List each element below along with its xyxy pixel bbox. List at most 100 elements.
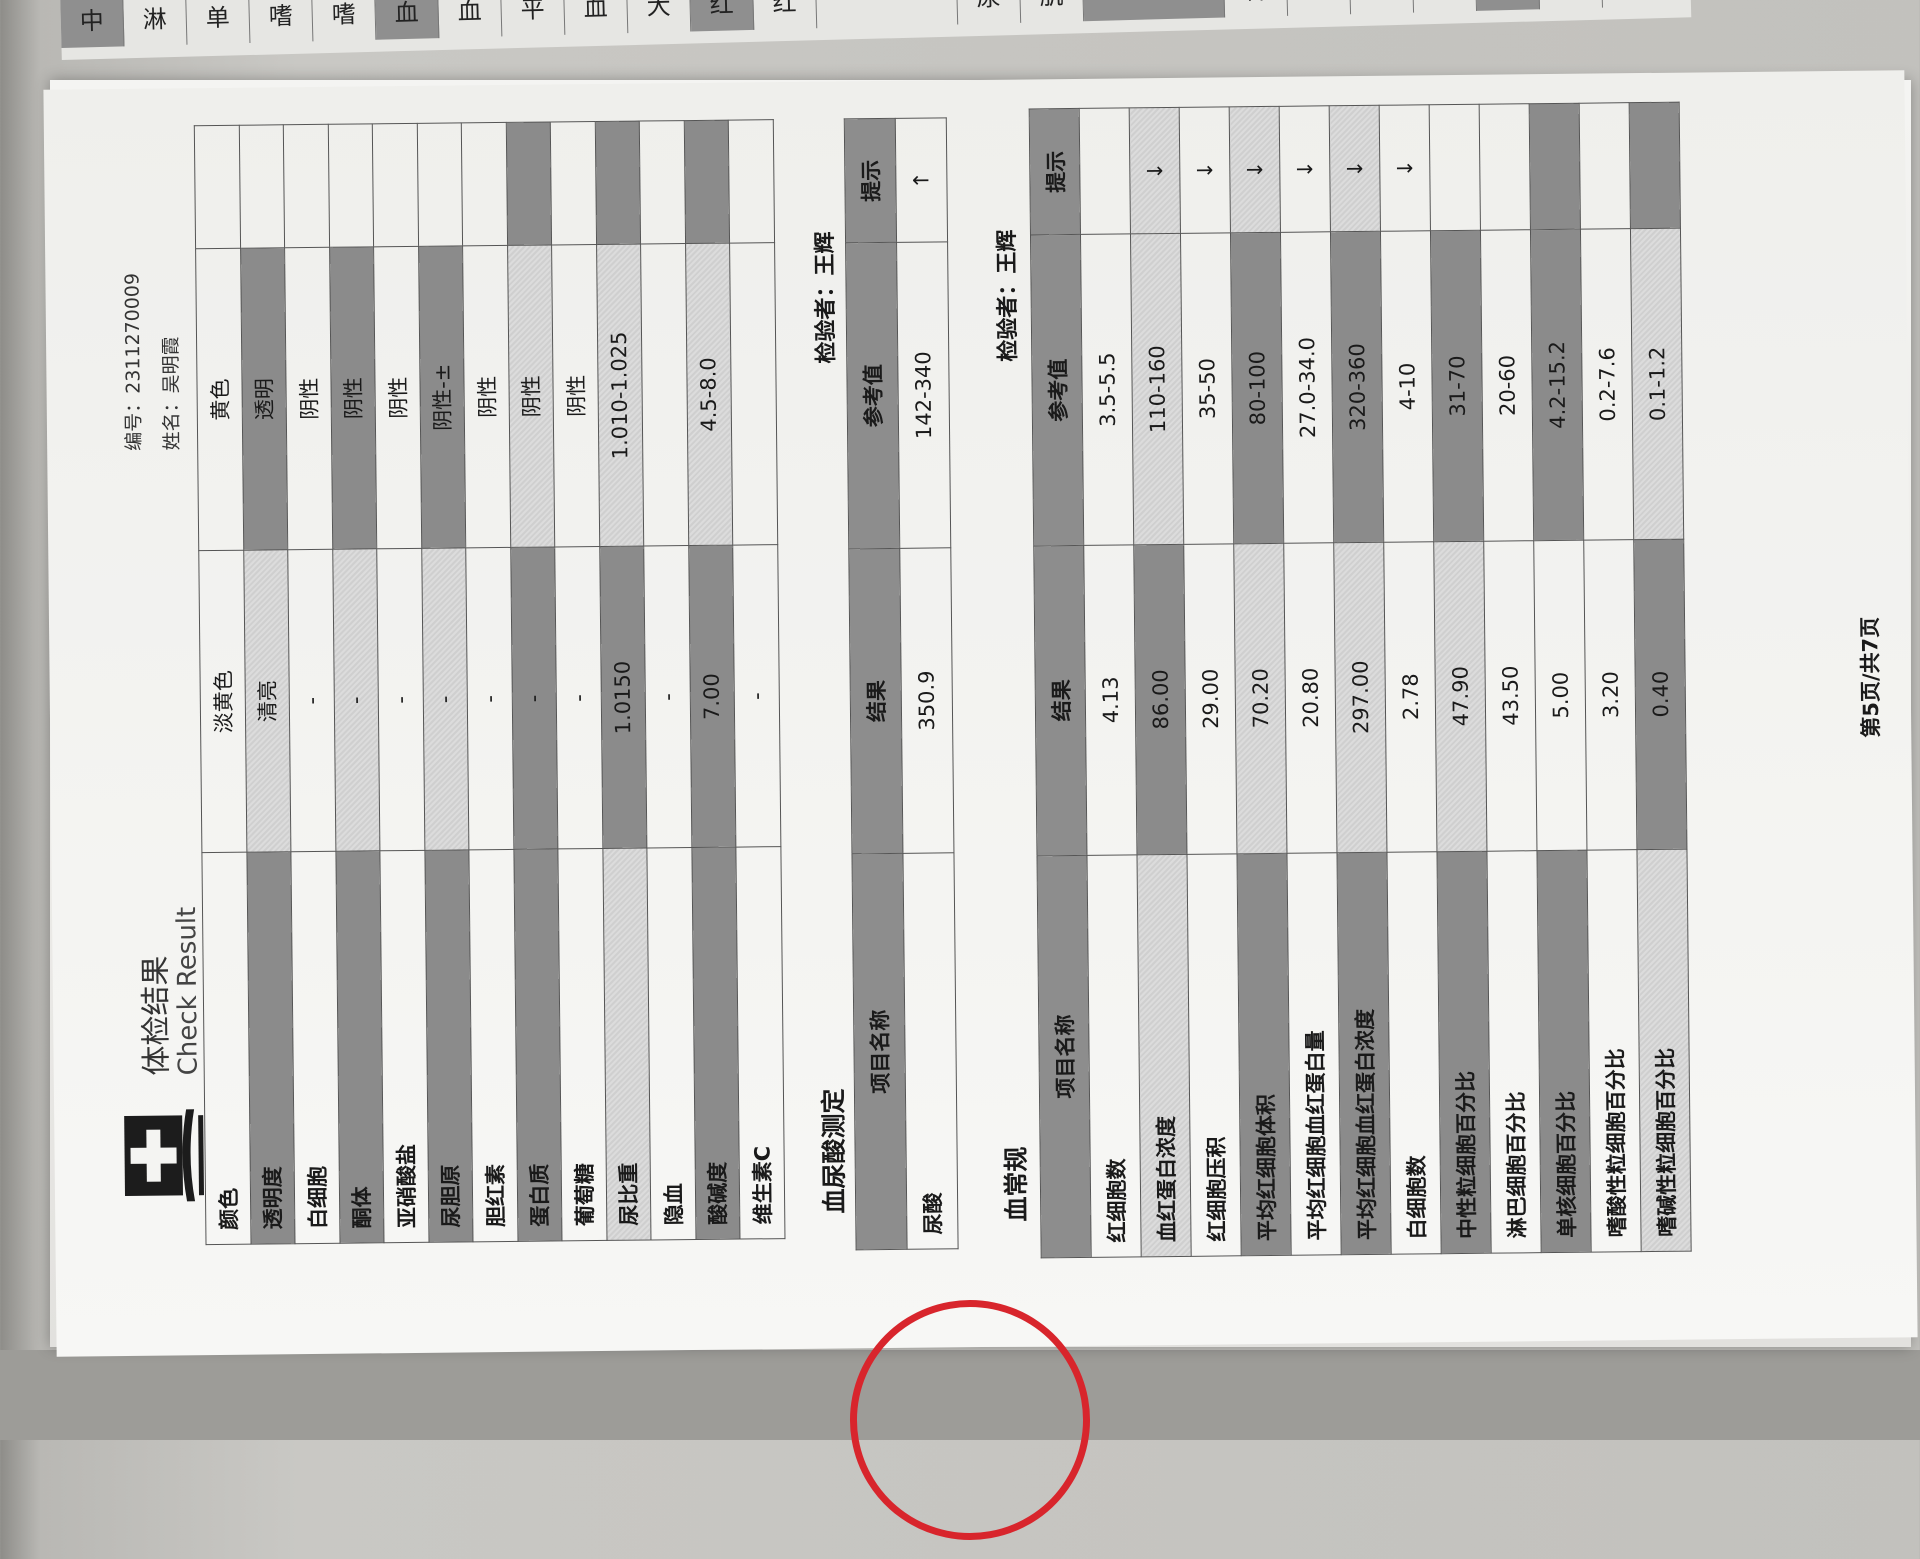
report-id: 编号：2311270009 bbox=[117, 273, 146, 451]
cell-ref: 透明 bbox=[240, 247, 288, 551]
cell-result: - bbox=[554, 546, 603, 850]
column-header: 提示 bbox=[1029, 108, 1081, 236]
cell-hint bbox=[238, 124, 285, 249]
column-header: 结果 bbox=[1033, 545, 1087, 856]
cell-result: - bbox=[376, 548, 425, 852]
cell-result: 7.00 bbox=[688, 545, 736, 848]
cell-name: 平均红细胞体积 bbox=[1236, 853, 1292, 1256]
patient-name-label: 姓名： bbox=[160, 393, 184, 451]
cell-hint: ↑ bbox=[895, 117, 948, 243]
previous-page-cell: 谷 bbox=[1223, 0, 1289, 18]
cell-name: 隐血 bbox=[646, 847, 696, 1240]
cell-name: 透明度 bbox=[246, 852, 296, 1245]
cell-result: - bbox=[332, 549, 380, 852]
table-row: 尿酸 350.9 142-340 ↑ bbox=[895, 117, 959, 1250]
cell-result: 29.00 bbox=[1183, 543, 1237, 855]
cell-ref: 1.010-1.025 bbox=[596, 244, 644, 547]
cell-hint bbox=[194, 125, 241, 249]
cell-hint: ↓ bbox=[1379, 104, 1431, 232]
cell-name: 白细胞数 bbox=[1386, 851, 1442, 1255]
cell-name: 酸碱度 bbox=[691, 847, 740, 1240]
cell-ref bbox=[640, 243, 689, 547]
cell-ref: 80-100 bbox=[1230, 232, 1284, 544]
cell-name: 单核细胞百分比 bbox=[1536, 850, 1592, 1253]
table-surface bbox=[0, 1350, 1920, 1440]
cell-result: 47.90 bbox=[1433, 540, 1487, 852]
hospital-cross-logo-icon bbox=[124, 1109, 205, 1202]
report-page: 体检结果 Check Result 编号：2311270009 姓名：吴明霞 颜… bbox=[43, 70, 1918, 1357]
cell-result: - bbox=[465, 547, 514, 851]
cell-name: 红细胞压积 bbox=[1186, 853, 1242, 1257]
cell-result: 70.20 bbox=[1233, 542, 1287, 854]
cell-ref: 阴性 bbox=[373, 246, 422, 550]
previous-page-cell: 血 bbox=[374, 0, 440, 40]
cell-name: 葡萄糖 bbox=[557, 848, 607, 1241]
cell-name: 尿胆原 bbox=[424, 850, 474, 1243]
cell-hint bbox=[1629, 102, 1681, 230]
cell-ref: 阴性 bbox=[551, 244, 600, 548]
uric-acid-section-title: 血尿酸测定 bbox=[818, 1088, 850, 1214]
cell-result: - bbox=[732, 544, 781, 848]
cell-ref: 3.5-5.5 bbox=[1080, 234, 1134, 546]
previous-page-cell: 甲 bbox=[1475, 0, 1541, 11]
cell-name: 亚硝酸盐 bbox=[379, 850, 429, 1243]
blood-routine-table: 项目名称 结果 参考值 提示 红细胞数 4.13 3.5-5.5 血红蛋白浓度 86.00 110… bbox=[1029, 102, 1692, 1259]
cell-hint: ↓ bbox=[1229, 106, 1281, 234]
cell-hint: ↓ bbox=[1279, 105, 1331, 233]
cell-ref: 35-50 bbox=[1180, 233, 1234, 544]
column-header: 项目名称 bbox=[1036, 855, 1092, 1258]
previous-page-cell: 淋 bbox=[122, 0, 188, 47]
previous-page-cell bbox=[1082, 0, 1226, 22]
cell-hint bbox=[683, 120, 730, 244]
cell-hint bbox=[594, 121, 641, 245]
cell-result: - bbox=[643, 545, 692, 849]
cell-name: 平均红细胞血红蛋白量 bbox=[1286, 852, 1342, 1256]
report-id-label: 编号： bbox=[122, 393, 146, 451]
previous-page-cell: 单 bbox=[185, 0, 251, 45]
cell-result: 2.78 bbox=[1383, 541, 1437, 853]
uric-acid-table: 项目名称 结果 参考值 提示 尿酸 350.9 142-340 ↑ bbox=[844, 117, 959, 1250]
cell-hint bbox=[1079, 107, 1131, 235]
cell-result: 86.00 bbox=[1133, 543, 1187, 855]
cell-name: 尿酸 bbox=[902, 852, 959, 1250]
cell-result: - bbox=[421, 548, 469, 851]
cell-ref: 4-10 bbox=[1380, 231, 1434, 542]
cell-result: 350.9 bbox=[899, 547, 954, 854]
page-number: 第5页/共7页 bbox=[1858, 616, 1884, 738]
uric-acid-tester: 检验者：王辉 bbox=[812, 231, 840, 364]
previous-page-cell: 尿 bbox=[956, 0, 1022, 25]
previous-page-cell: 嗜 bbox=[311, 0, 377, 42]
urinalysis-table: 颜色 淡黄色 黄色 透明度 清亮 透明 白细胞 - 阴性 酮体 - 阴性 亚硝酸盐 - 阴性 尿胆原 - 阴性-±… bbox=[194, 119, 785, 1245]
cell-result: 清亮 bbox=[243, 549, 291, 853]
cell-result: 20.80 bbox=[1283, 542, 1337, 854]
report-subtitle: Check Result bbox=[171, 906, 204, 1076]
report-id-value: 2311270009 bbox=[121, 272, 145, 394]
previous-page-cell: 大 bbox=[626, 0, 692, 34]
cell-hint bbox=[372, 123, 419, 247]
column-header: 结果 bbox=[848, 548, 903, 855]
cell-ref bbox=[729, 242, 778, 546]
cell-hint bbox=[461, 122, 508, 247]
previous-page-cell: 间 bbox=[1412, 0, 1478, 13]
cell-ref: 0.1-1.2 bbox=[1630, 228, 1684, 540]
cell-name: 白细胞 bbox=[290, 851, 340, 1244]
cell-result: 0.40 bbox=[1633, 538, 1687, 850]
cell-ref: 黄色 bbox=[195, 248, 244, 551]
previous-page-cell: 戊 bbox=[1538, 0, 1603, 10]
cell-result: 297.00 bbox=[1333, 541, 1387, 853]
column-header: 参考值 bbox=[845, 242, 900, 549]
cell-hint: ↓ bbox=[1129, 107, 1181, 235]
previous-page-cell: 直 bbox=[1349, 0, 1415, 15]
cell-result: - bbox=[287, 549, 336, 853]
cell-ref: 31-70 bbox=[1430, 230, 1484, 542]
cell-name: 尿比重 bbox=[602, 848, 651, 1241]
cell-ref: 阴性 bbox=[284, 247, 333, 550]
previous-page-cell: 血 bbox=[437, 0, 503, 39]
report-title: 体检结果 bbox=[138, 955, 175, 1076]
cell-name: 平均红细胞血红蛋白浓度 bbox=[1336, 852, 1392, 1255]
blood-routine-section-title: 血常规 bbox=[1001, 1146, 1032, 1222]
cell-ref: 110-160 bbox=[1130, 233, 1184, 545]
previous-page-cell: 平 bbox=[500, 0, 566, 37]
previous-page-cell: 嗜 bbox=[248, 0, 314, 44]
cell-hint bbox=[1479, 103, 1531, 231]
